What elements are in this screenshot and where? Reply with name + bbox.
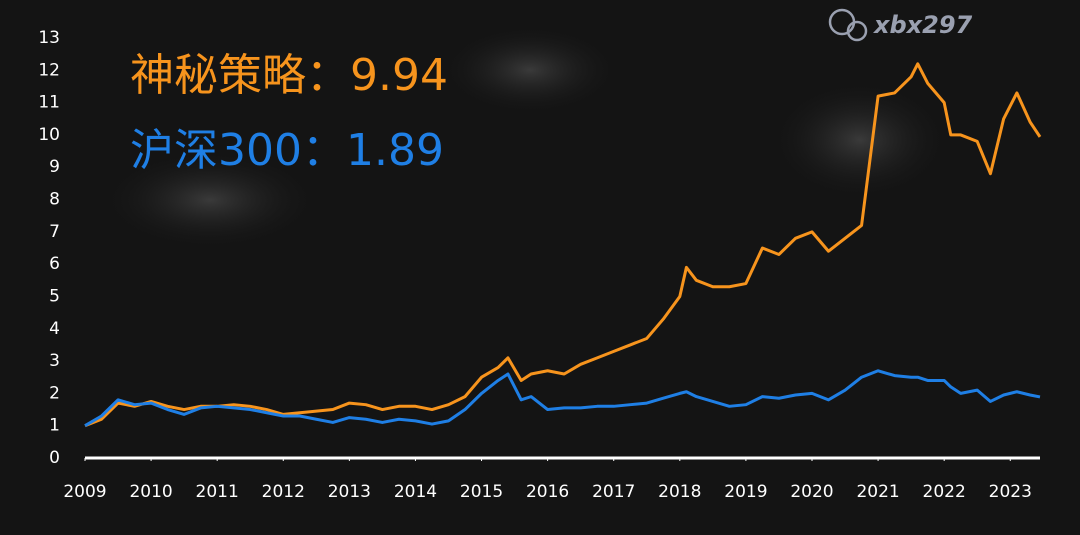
y-tick-label: 3	[49, 351, 60, 371]
series-line	[84, 369, 1041, 427]
annotation: 沪深300：1.89	[130, 125, 444, 176]
background-blur	[770, 80, 950, 200]
y-tick-label: 4	[49, 319, 60, 339]
x-tick-label: 2011	[196, 482, 239, 502]
x-tick-label: 2015	[460, 482, 503, 502]
y-tick-label: 10	[38, 125, 60, 145]
x-tick-label: 2016	[526, 482, 569, 502]
annotation: 神秘策略：9.94	[130, 50, 448, 101]
y-tick-label: 9	[49, 157, 60, 177]
series-line	[84, 62, 1042, 428]
x-tick-label: 2014	[394, 482, 437, 502]
y-tick-label: 11	[38, 93, 60, 113]
y-tick-label: 5	[49, 286, 60, 306]
y-tick-label: 7	[49, 222, 60, 242]
y-tick-label: 2	[49, 383, 60, 403]
x-tick-label: 2009	[63, 482, 106, 502]
x-tick-label: 2013	[328, 482, 371, 502]
x-tick-label: 2019	[724, 482, 767, 502]
background-blur	[100, 150, 320, 250]
x-tick-label: 2020	[790, 482, 833, 502]
x-tick-label: 2023	[989, 482, 1032, 502]
watermark-text: xbx297	[873, 11, 973, 39]
x-tick-label: 2018	[658, 482, 701, 502]
y-tick-label: 6	[49, 254, 60, 274]
y-tick-label: 0	[49, 448, 60, 468]
y-tick-label: 1	[49, 416, 60, 436]
y-tick-label: 12	[38, 60, 60, 80]
watermark: xbx297	[828, 8, 973, 42]
background-blur	[440, 25, 620, 115]
x-tick-label: 2021	[856, 482, 899, 502]
watermark-icon	[846, 20, 868, 42]
x-tick-label: 2012	[262, 482, 305, 502]
x-tick-label: 2022	[923, 482, 966, 502]
x-tick-label: 2010	[129, 482, 172, 502]
y-tick-label: 8	[49, 190, 60, 210]
y-tick-label: 13	[38, 28, 60, 48]
x-tick-label: 2017	[592, 482, 635, 502]
